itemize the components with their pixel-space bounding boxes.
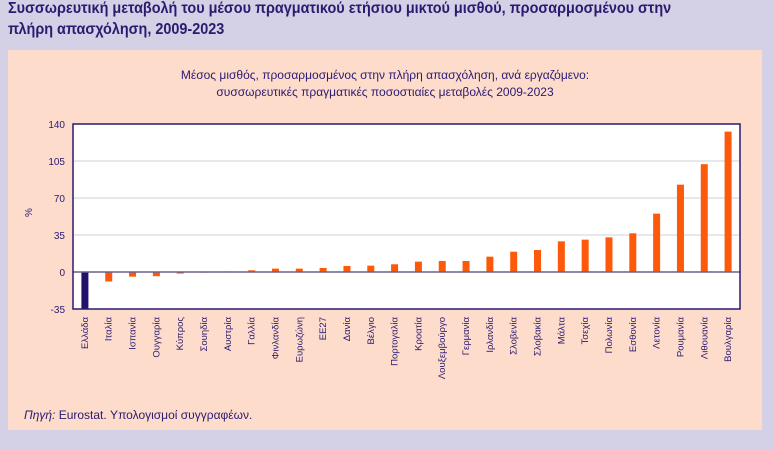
x-tick-label: Ιρλανδία	[485, 316, 496, 352]
x-tick-label: Φινλανδία	[270, 317, 281, 360]
x-tick-label: Ουγγαρία	[151, 317, 162, 358]
x-tick-label: Σλοβενία	[509, 317, 520, 355]
y-tick-label: 70	[54, 194, 66, 205]
bar	[581, 239, 589, 272]
bar	[391, 264, 399, 272]
bar	[700, 164, 708, 272]
x-tick-label: Γαλλία	[247, 316, 258, 344]
x-tick-label: Αυστρία	[223, 316, 234, 351]
chart-title: Μέσος μισθός, προσαρμοσμένος στην πλήρη …	[8, 67, 762, 101]
x-tick-label: Σουηδία	[199, 316, 210, 351]
x-tick-label: Μάλτα	[556, 317, 567, 345]
bar	[105, 272, 113, 282]
x-tick-label: Ιταλία	[104, 316, 115, 341]
page-title: Συσσωρευτική μεταβολή του μέσου πραγματι…	[8, 0, 672, 38]
y-axis-label: %	[24, 208, 35, 217]
y-tick-label: -35	[51, 305, 66, 316]
bar	[629, 233, 637, 272]
source-text: Eurostat. Υπολογισμοί συγγραφέων.	[58, 408, 253, 422]
bar	[676, 184, 684, 272]
plot-area	[73, 124, 740, 309]
x-tick-label: Τσεχία	[580, 316, 591, 344]
x-tick-label: Ευρωζώνη	[294, 317, 305, 362]
x-tick-label: Ρουμανία	[675, 316, 686, 357]
y-tick-label: 140	[48, 120, 65, 131]
x-tick-label: Εσθονία	[628, 316, 639, 352]
bar	[295, 268, 303, 272]
bar	[653, 213, 661, 272]
bar	[462, 261, 470, 272]
bar	[557, 241, 565, 272]
bar	[176, 272, 184, 274]
bar	[129, 272, 137, 277]
bar	[724, 131, 732, 272]
bar	[367, 265, 375, 272]
chart-title-line1: Μέσος μισθός, προσαρμοσμένος στην πλήρη …	[180, 68, 590, 82]
x-tick-label: Κύπρος	[175, 317, 186, 351]
x-tick-label: Ελλάδα	[80, 316, 91, 348]
bar	[319, 267, 327, 272]
bar	[605, 237, 613, 272]
bar	[81, 272, 89, 309]
x-tick-label: Γερμανία	[461, 317, 472, 356]
x-tick-label: Βουλγαρία	[723, 317, 734, 362]
x-tick-label: Βέλγιο	[366, 317, 377, 344]
plot-border	[72, 123, 741, 310]
bar	[152, 272, 160, 277]
x-tick-label: Κροατία	[413, 316, 424, 350]
bar	[414, 261, 422, 272]
y-tick-label: 105	[48, 157, 65, 168]
source-label: Πηγή:	[24, 408, 56, 422]
x-tick-label: Πορτογαλία	[390, 317, 401, 366]
bar	[486, 256, 494, 272]
x-tick-label: Πολωνία	[604, 316, 615, 353]
bar	[510, 251, 518, 272]
bar	[534, 250, 542, 272]
y-tick-label: 35	[54, 231, 66, 242]
bar	[248, 270, 256, 272]
bar	[271, 268, 279, 272]
x-tick-label: Δανία	[342, 317, 353, 342]
x-tick-label: Λετονία	[652, 317, 663, 349]
x-tick-label: Σλοβακία	[533, 316, 544, 356]
y-tick-label: 0	[59, 268, 65, 279]
bar	[438, 261, 446, 272]
x-tick-label: Λιθουανία	[699, 317, 710, 360]
source-note: Πηγή: Eurostat. Υπολογισμοί συγγραφέων.	[24, 408, 252, 422]
bar	[343, 265, 351, 272]
x-tick-label: ΕΕ27	[318, 317, 329, 340]
chart-panel: Μέσος μισθός, προσαρμοσμένος στην πλήρη …	[8, 50, 762, 430]
x-tick-label: Λουξεμβούργο	[437, 317, 448, 379]
bar-chart: -35 0 35 70 105 140% Ελλάδα Ιταλία Ισπανία Ουγγαρ…	[24, 120, 741, 379]
chart-subtitle: συσσωρευτικές πραγματικές ποσοστιαίες με…	[216, 85, 554, 99]
x-tick-label: Ισπανία	[128, 317, 139, 350]
